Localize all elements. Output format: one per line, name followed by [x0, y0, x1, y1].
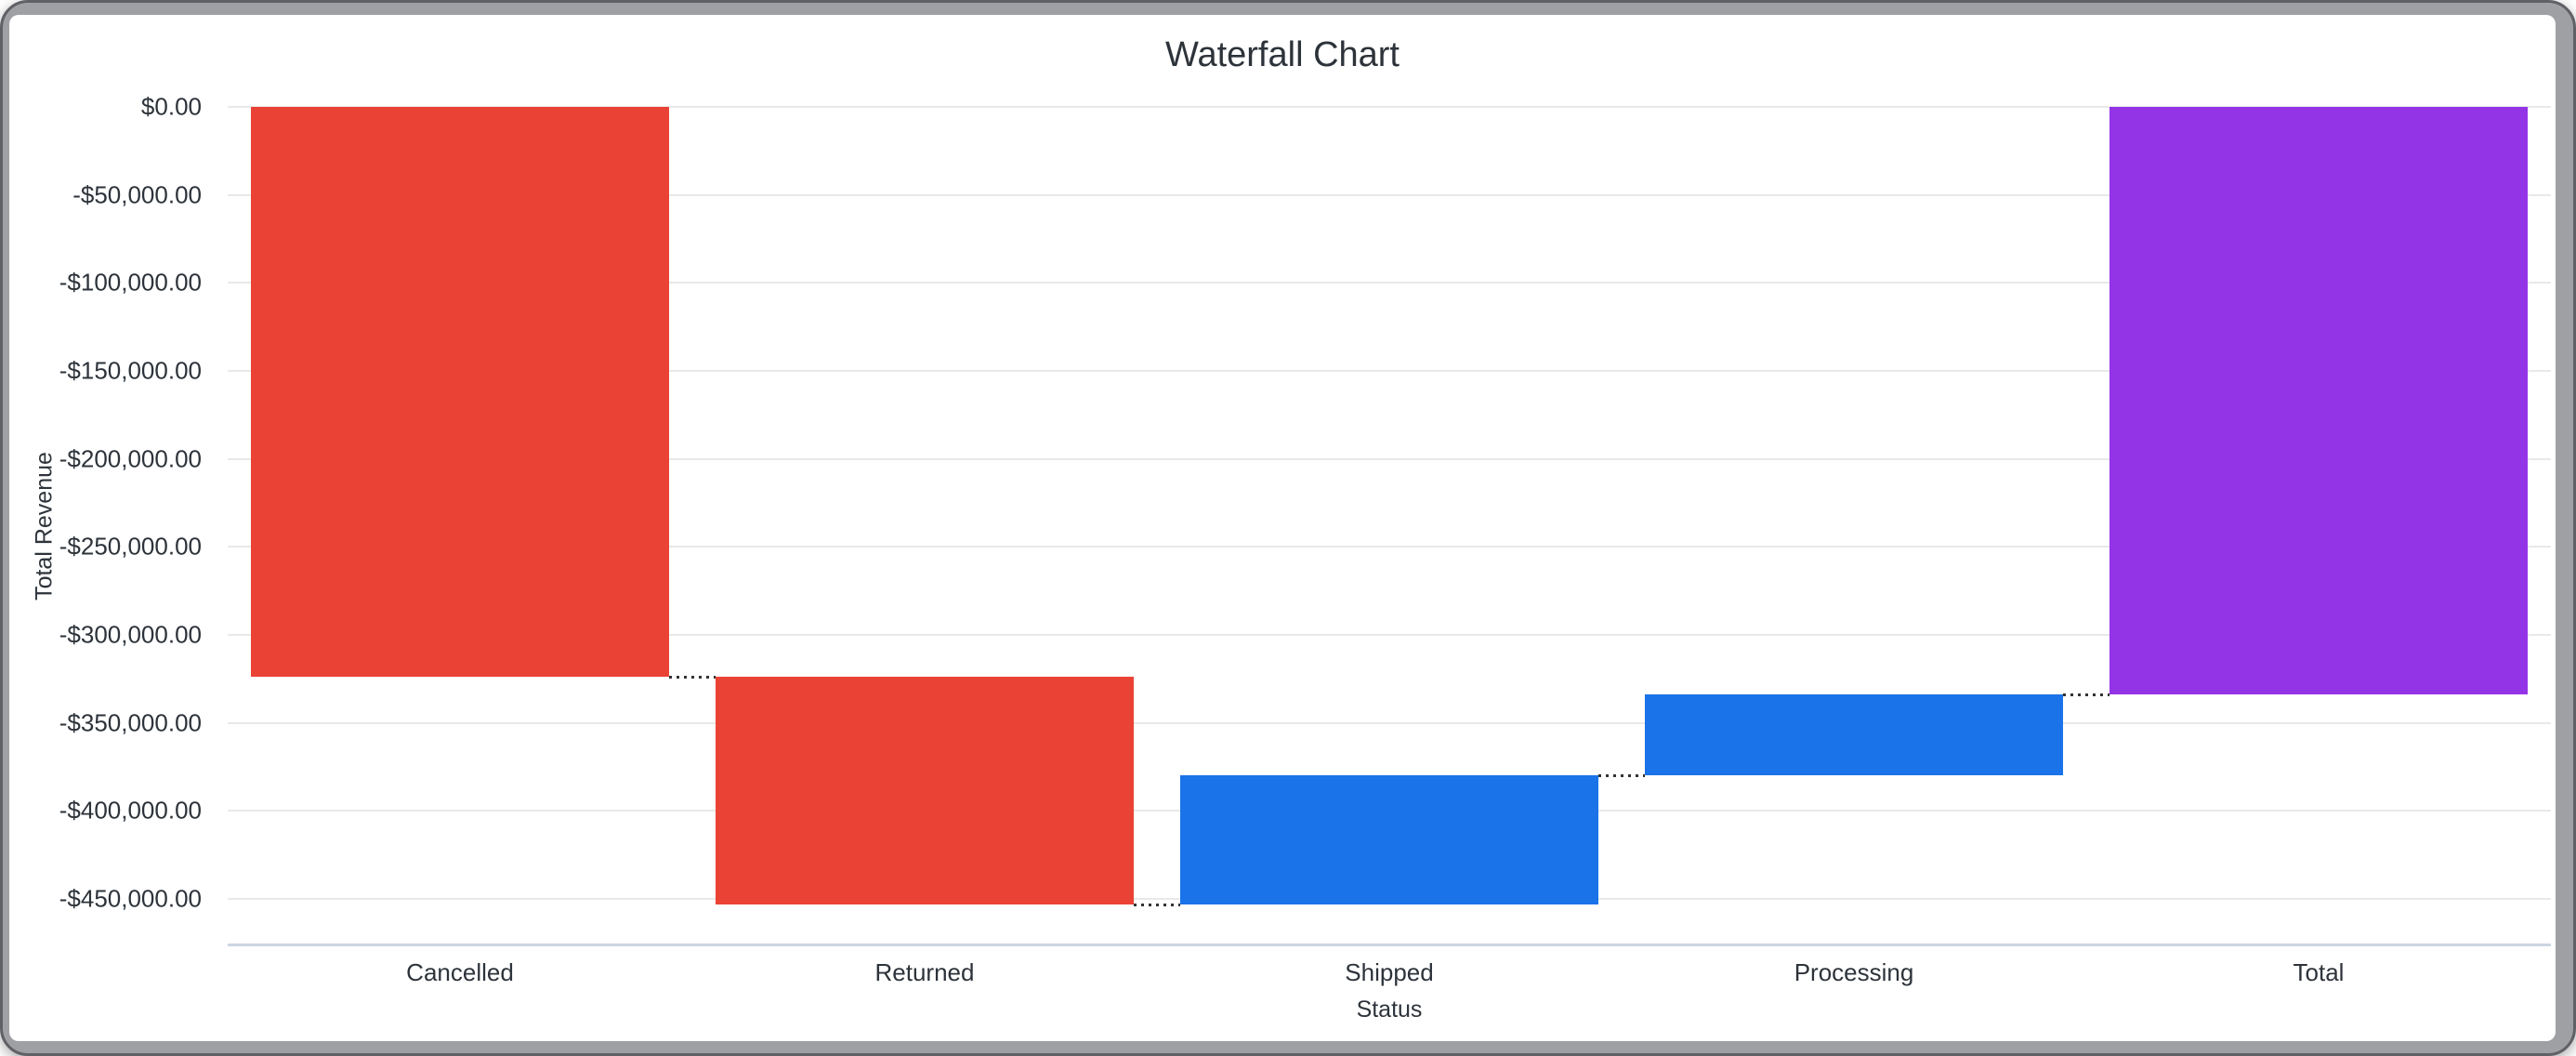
x-label-shipped: Shipped	[1345, 958, 1434, 986]
chart-title: Waterfall Chart	[1165, 35, 1400, 74]
x-label-processing: Processing	[1794, 958, 1914, 986]
y-tick-label: -$400,000.00	[59, 796, 202, 825]
gridline	[228, 193, 2551, 196]
gridline	[228, 457, 2551, 460]
waterfall-connector	[1134, 903, 1180, 906]
x-label-total: Total	[2293, 958, 2345, 986]
plot-area	[228, 106, 2551, 944]
bar-processing[interactable]	[1645, 694, 2063, 776]
bar-returned[interactable]	[716, 677, 1134, 905]
x-axis-line	[228, 944, 2551, 946]
y-tick-label: -$50,000.00	[72, 180, 202, 209]
x-axis-title: Status	[1356, 997, 1423, 1023]
gridline	[228, 546, 2551, 548]
waterfall-connector	[1598, 773, 1645, 777]
bar-shipped[interactable]	[1180, 775, 1598, 905]
y-tick-label: -$450,000.00	[59, 884, 202, 913]
x-axis-labels: Cancelled Returned Shipped Processing Total	[228, 957, 2551, 989]
gridline	[228, 369, 2551, 372]
gridline	[228, 282, 2551, 284]
bar-total[interactable]	[2109, 107, 2528, 695]
waterfall-connector	[2063, 693, 2109, 696]
y-tick-label: -$150,000.00	[59, 356, 202, 385]
chart-card: Waterfall Chart Total Revenue $0.00 -$50,…	[9, 15, 2556, 1041]
x-label-cancelled: Cancelled	[406, 958, 514, 986]
x-label-returned: Returned	[874, 958, 975, 986]
waterfall-connector	[669, 675, 716, 679]
gridline	[228, 721, 2551, 724]
bar-cancelled[interactable]	[251, 107, 669, 678]
y-tick-label: $0.00	[140, 92, 202, 121]
y-tick-label: -$250,000.00	[59, 532, 202, 561]
y-tick-label: -$200,000.00	[59, 444, 202, 473]
y-tick-label: -$350,000.00	[59, 708, 202, 736]
y-tick-label: -$300,000.00	[59, 620, 202, 649]
gridline	[228, 106, 2551, 108]
y-tick-label: -$100,000.00	[59, 268, 202, 297]
y-axis-tick-labels: $0.00 -$50,000.00 -$100,000.00 -$150,000.00…	[9, 15, 202, 1041]
gridline	[228, 633, 2551, 636]
